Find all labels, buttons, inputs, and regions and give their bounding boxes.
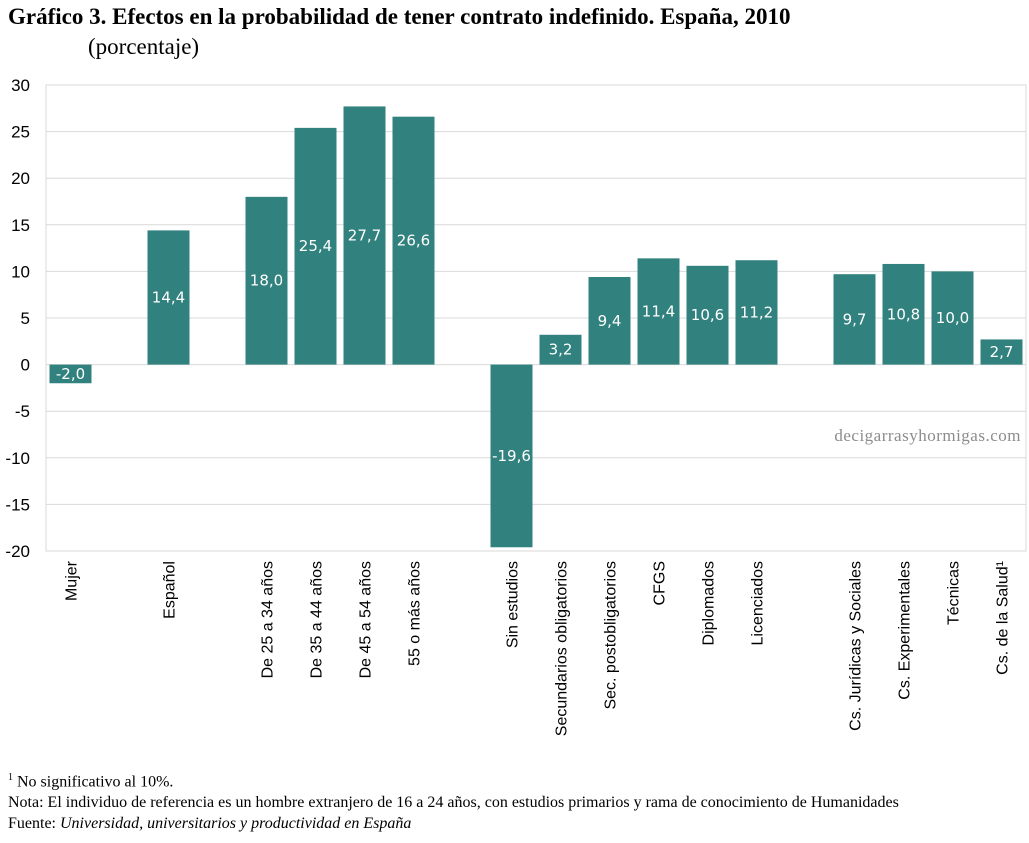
data-label: 11,4 bbox=[642, 302, 675, 320]
data-label: 27,7 bbox=[348, 227, 381, 245]
plot-area bbox=[45, 84, 1027, 552]
data-label: 26,6 bbox=[397, 232, 430, 250]
bar bbox=[637, 258, 680, 365]
x-tick-label: 55 o más años bbox=[407, 561, 424, 666]
bar bbox=[686, 265, 729, 365]
footnote-mark: 1 bbox=[8, 772, 13, 783]
x-tick-label: Cs. Jurídicas y Sociales bbox=[848, 561, 865, 731]
data-label: 25,4 bbox=[299, 237, 332, 255]
x-tick-label: Sec. postobligatorios bbox=[603, 561, 620, 710]
bar bbox=[588, 276, 631, 365]
y-tick-label: -10 bbox=[5, 449, 30, 468]
x-tick-label: De 45 a 54 años bbox=[358, 561, 375, 678]
chart-notes: 1 No significativo al 10%. Nota: El indi… bbox=[8, 767, 899, 834]
chart-title: Gráfico 3. Efectos en la probabilidad de… bbox=[8, 4, 791, 29]
data-label: -2,0 bbox=[56, 365, 85, 383]
bar bbox=[539, 334, 582, 365]
y-tick-label: 20 bbox=[11, 169, 30, 188]
y-tick-label: -20 bbox=[5, 542, 30, 561]
bar bbox=[735, 260, 778, 365]
y-tick-label: 0 bbox=[21, 356, 30, 375]
y-tick-label: 30 bbox=[11, 76, 30, 95]
bar bbox=[931, 271, 974, 365]
y-tick-label: -15 bbox=[5, 495, 30, 514]
x-tick-label: Licenciados bbox=[750, 561, 767, 646]
footnote: 1 No significativo al 10%. bbox=[8, 767, 899, 792]
bar bbox=[392, 116, 435, 365]
x-tick-label: Secundarios obligatorios bbox=[554, 561, 571, 736]
bar bbox=[294, 127, 337, 365]
x-tick-label: De 35 a 44 años bbox=[309, 561, 326, 678]
x-tick-label: De 25 a 34 años bbox=[260, 561, 277, 678]
x-tick-label: Español bbox=[162, 561, 179, 619]
footnote-text: No significativo al 10%. bbox=[13, 773, 174, 791]
bar bbox=[147, 230, 190, 365]
y-tick-label: 25 bbox=[11, 123, 30, 142]
x-tick-label: Sin estudios bbox=[505, 561, 522, 648]
source-title: Universidad, universitarios y productivi… bbox=[60, 815, 412, 833]
data-label: 2,7 bbox=[990, 343, 1014, 361]
x-tick-label: Cs. de la Salud¹ bbox=[995, 561, 1012, 675]
data-label: 10,8 bbox=[887, 305, 920, 323]
chart-subtitle: (porcentaje) bbox=[88, 34, 200, 59]
bar bbox=[49, 364, 92, 384]
bar bbox=[833, 274, 876, 365]
data-label: 9,7 bbox=[843, 310, 867, 328]
bar bbox=[245, 196, 288, 365]
x-tick-label: Diplomados bbox=[701, 561, 718, 645]
bar bbox=[882, 263, 925, 365]
data-label: 11,2 bbox=[740, 303, 773, 321]
data-label: 14,4 bbox=[152, 288, 185, 306]
data-label: 10,0 bbox=[936, 309, 969, 327]
x-tick-label: Técnicas bbox=[946, 561, 963, 625]
bar bbox=[343, 106, 386, 365]
watermark: decigarrasyhormigas.com bbox=[834, 426, 1021, 445]
source: Fuente: Universidad, universitarios y pr… bbox=[8, 813, 899, 834]
x-tick-label: Mujer bbox=[64, 560, 81, 601]
y-tick-label: 10 bbox=[11, 262, 30, 281]
source-label: Fuente: bbox=[8, 815, 60, 833]
x-tick-label: Cs. Experimentales bbox=[897, 561, 914, 700]
y-tick-label: 15 bbox=[11, 216, 30, 235]
data-label: 3,2 bbox=[549, 341, 573, 359]
reference-note: Nota: El individuo de referencia es un h… bbox=[8, 794, 899, 812]
data-label: 10,6 bbox=[691, 306, 724, 324]
data-label: 9,4 bbox=[598, 312, 622, 330]
y-tick-label: 5 bbox=[21, 309, 30, 328]
bar bbox=[490, 364, 533, 548]
x-tick-label: CFGS bbox=[652, 561, 669, 605]
data-label: -19,6 bbox=[492, 447, 531, 465]
bar bbox=[980, 339, 1023, 365]
data-label: 18,0 bbox=[250, 272, 283, 290]
y-tick-label: -5 bbox=[15, 402, 30, 421]
